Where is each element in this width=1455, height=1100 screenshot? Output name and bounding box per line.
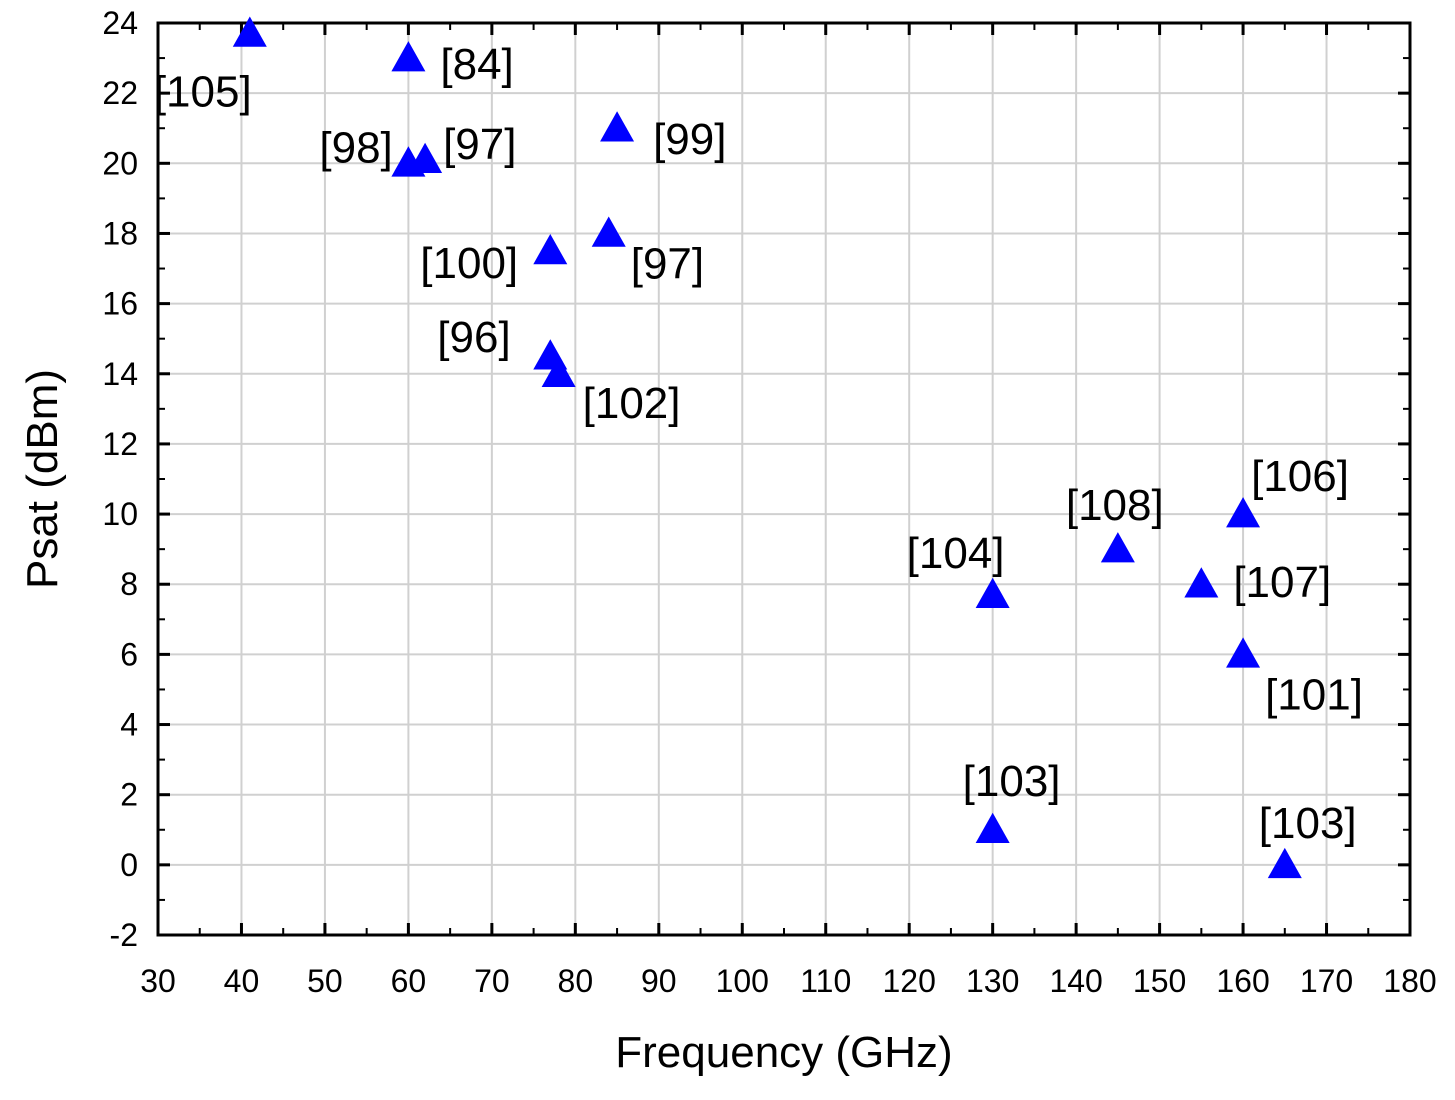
plot-frame bbox=[156, 21, 1412, 937]
y-tick-label: 22 bbox=[102, 75, 138, 111]
y-tick-label: 16 bbox=[102, 286, 138, 322]
data-point-label: [102] bbox=[583, 379, 681, 428]
data-point-label: [106] bbox=[1251, 452, 1349, 501]
data-markers bbox=[232, 16, 1302, 879]
grid bbox=[157, 22, 1411, 936]
data-point-label: [100] bbox=[420, 239, 518, 288]
y-tick-label: 24 bbox=[102, 5, 138, 41]
data-point-label: [107] bbox=[1233, 558, 1331, 607]
data-point-label: [96] bbox=[437, 313, 510, 362]
x-tick-label: 90 bbox=[641, 963, 677, 999]
x-tick-label: 130 bbox=[966, 963, 1019, 999]
data-point-marker bbox=[975, 812, 1010, 844]
x-tick-label: 40 bbox=[224, 963, 260, 999]
point-labels: [105] [84] [98] [97] [99] [97] [100] [96] [102] [… bbox=[154, 40, 1363, 848]
x-tick-label: 30 bbox=[140, 963, 176, 999]
data-point-marker bbox=[408, 142, 443, 174]
y-tick-label: 6 bbox=[120, 636, 138, 672]
y-tick-label: 20 bbox=[102, 145, 138, 181]
x-tick-label: 70 bbox=[474, 963, 510, 999]
x-tick-label: 110 bbox=[800, 963, 851, 999]
data-point-label: [97] bbox=[443, 120, 516, 169]
x-tick-label: 120 bbox=[883, 963, 936, 999]
y-tick-label: 18 bbox=[102, 215, 138, 251]
y-tick-label: 0 bbox=[120, 847, 138, 883]
y-tick-label: 14 bbox=[102, 356, 138, 392]
x-tick-label: 50 bbox=[307, 963, 343, 999]
x-tick-label: 140 bbox=[1049, 963, 1102, 999]
data-point-marker bbox=[600, 111, 635, 142]
x-tick-label: 160 bbox=[1216, 963, 1269, 999]
data-point-label: [105] bbox=[154, 68, 252, 117]
x-tick-label: 60 bbox=[391, 963, 427, 999]
y-axis-title: Psat (dBm) bbox=[18, 369, 67, 589]
y-tick-label: 12 bbox=[102, 426, 138, 462]
data-point-marker bbox=[975, 577, 1010, 609]
y-tick-label: 10 bbox=[102, 496, 138, 532]
x-tick-labels: 30 40 50 60 70 80 90 100 110 120 130 140 150 160 170 18… bbox=[140, 963, 1436, 999]
data-point-label: [108] bbox=[1066, 481, 1164, 530]
y-tick-label: 4 bbox=[120, 707, 138, 743]
data-point-marker bbox=[1226, 497, 1261, 528]
data-point-marker bbox=[541, 356, 576, 388]
y-tick-label: -2 bbox=[110, 917, 138, 953]
x-axis-title: Frequency (GHz) bbox=[615, 1028, 952, 1077]
x-tick-label: 80 bbox=[558, 963, 594, 999]
data-point-label: [103] bbox=[1259, 799, 1357, 848]
data-point-marker bbox=[591, 216, 626, 247]
data-point-marker bbox=[533, 234, 568, 265]
x-tick-label: 100 bbox=[716, 963, 769, 999]
x-tick-label: 180 bbox=[1383, 963, 1436, 999]
y-tick-label: 8 bbox=[120, 566, 138, 602]
data-point-marker bbox=[1226, 637, 1261, 668]
x-tick-label: 170 bbox=[1300, 963, 1353, 999]
data-point-label: [99] bbox=[653, 115, 726, 164]
data-point-label: [97] bbox=[631, 239, 704, 288]
data-point-label: [98] bbox=[319, 123, 392, 172]
data-point-label: [84] bbox=[440, 40, 513, 89]
x-tick-label: 150 bbox=[1133, 963, 1186, 999]
data-point-label: [104] bbox=[907, 529, 1005, 578]
data-point-label: [103] bbox=[963, 757, 1061, 806]
y-tick-label: 2 bbox=[120, 777, 138, 813]
data-point-marker bbox=[391, 41, 426, 72]
data-point-marker bbox=[1184, 567, 1219, 598]
data-point-marker bbox=[232, 16, 267, 47]
data-point-label: [101] bbox=[1265, 670, 1363, 719]
data-point-marker bbox=[1100, 532, 1135, 563]
data-point-marker bbox=[1267, 847, 1302, 879]
